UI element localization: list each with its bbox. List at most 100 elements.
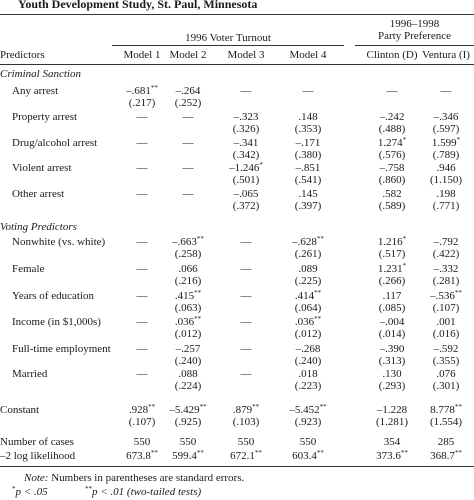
- cell-value: –.346: [417, 111, 474, 124]
- cell-coefficient: 550: [237, 436, 255, 448]
- cell-value: .145: [279, 188, 337, 201]
- cell-coefficient: —: [240, 343, 252, 355]
- row-label: –2 log likelihood: [0, 450, 76, 462]
- cell-coefficient: —: [302, 85, 314, 97]
- note-label: Note:: [24, 472, 49, 484]
- cell-coefficient: –.758: [379, 162, 405, 174]
- cell-coefficient: –.004: [379, 316, 405, 328]
- cell-coefficient: –.663: [172, 236, 197, 248]
- cell-coefficient: 550: [133, 436, 151, 448]
- cell-standard-error: (.342): [232, 149, 260, 161]
- cell-coefficient: —: [182, 188, 194, 200]
- cell-value: —: [279, 85, 337, 98]
- header-model: Ventura (I): [422, 49, 470, 61]
- cell-value: —: [113, 368, 171, 381]
- cell-value: 1.216*: [363, 236, 421, 249]
- cell-value: –1.246*: [217, 162, 275, 175]
- cell-value: .415**: [159, 290, 217, 303]
- cell-standard-error: (.064): [294, 302, 322, 314]
- cell-value: –.536**: [417, 290, 474, 303]
- cell-value: –.792: [417, 236, 474, 249]
- cell-value: .076: [417, 368, 474, 381]
- significance-mark: **: [196, 449, 204, 457]
- cell-coefficient: .415: [174, 290, 195, 302]
- cell-coefficient: –5.452: [289, 404, 320, 416]
- cell-coefficient: 599.4: [172, 450, 197, 462]
- cell-coefficient: .928: [128, 404, 149, 416]
- cell-value: .946: [417, 162, 474, 175]
- row-label: Number of cases: [0, 436, 74, 448]
- row-label: Constant: [0, 404, 40, 416]
- cell-coefficient: —: [136, 316, 148, 328]
- cell-coefficient: 673.8: [126, 450, 151, 462]
- cell-standard-error: (.355): [432, 355, 460, 367]
- cell-value: —: [113, 343, 171, 356]
- cell-value: .148: [279, 111, 337, 124]
- significance-mark: **: [454, 289, 462, 297]
- p01-text: p < .01 (two-tailed tests): [92, 486, 202, 498]
- cell-coefficient: –.341: [233, 137, 259, 149]
- cell-coefficient: .198: [436, 188, 456, 200]
- cell-coefficient: –.323: [233, 111, 259, 123]
- cell-value: 1.231*: [363, 263, 421, 276]
- cell-value: —: [217, 263, 275, 276]
- cell-standard-error: (.240): [174, 355, 202, 367]
- cell-coefficient: —: [240, 263, 252, 275]
- cell-value: 673.8**: [113, 450, 171, 463]
- cell-value: –.268: [279, 343, 337, 356]
- cell-coefficient: —: [136, 368, 148, 380]
- cell-coefficient: 550: [179, 436, 197, 448]
- row-label: Any arrest: [12, 85, 59, 97]
- cell-value: –.004: [363, 316, 421, 329]
- cell-value: —: [417, 85, 474, 98]
- cell-coefficient: –.681: [126, 85, 151, 97]
- cell-standard-error: (.240): [294, 355, 322, 367]
- header-predictors: Predictors: [0, 49, 45, 61]
- rule-header-bottom: [0, 64, 474, 65]
- cell-standard-error: (.501): [232, 174, 260, 186]
- cell-value: –.242: [363, 111, 421, 124]
- cell-coefficient: –.390: [379, 343, 405, 355]
- cell-standard-error: (.517): [378, 248, 406, 260]
- cell-coefficient: 368.7: [430, 450, 455, 462]
- cell-standard-error: (.353): [294, 123, 322, 135]
- cell-value: 603.4**: [279, 450, 337, 463]
- cell-value: 550: [159, 436, 217, 449]
- cell-coefficient: –1.246: [229, 162, 260, 174]
- row-label: Drug/alcohol arrest: [12, 137, 98, 149]
- cell-standard-error: (.252): [174, 97, 202, 109]
- cell-coefficient: —: [182, 111, 194, 123]
- cell-coefficient: –.171: [295, 137, 321, 149]
- cell-value: .582: [363, 188, 421, 201]
- cell-coefficient: —: [386, 85, 398, 97]
- cell-standard-error: (.014): [378, 328, 406, 340]
- cell-value: –.758: [363, 162, 421, 175]
- cell-value: .088: [159, 368, 217, 381]
- cell-coefficient: 285: [437, 436, 455, 448]
- cell-coefficient: .582: [382, 188, 402, 200]
- header-model: Clinton (D): [366, 49, 418, 61]
- cell-standard-error: (.085): [378, 302, 406, 314]
- cell-coefficient: 1.231: [377, 263, 403, 275]
- cell-standard-error: (1.281): [375, 416, 409, 428]
- row-label: Other arrest: [12, 188, 65, 200]
- cell-standard-error: (.789): [432, 149, 460, 161]
- cell-coefficient: –.628: [292, 236, 317, 248]
- cell-standard-error: (.266): [378, 275, 406, 287]
- cell-coefficient: –.536: [430, 290, 455, 302]
- p01-mark: **: [85, 485, 92, 493]
- row-label: Property arrest: [12, 111, 78, 123]
- row-label: Income (in $1,000s): [12, 316, 101, 328]
- significance-mark: **: [314, 289, 322, 297]
- cell-value: .001: [417, 316, 474, 329]
- cell-value: .928**: [113, 404, 171, 417]
- cell-value: 373.6**: [363, 450, 421, 463]
- cell-coefficient: –.332: [433, 263, 459, 275]
- cell-coefficient: —: [136, 236, 148, 248]
- cell-value: —: [217, 85, 275, 98]
- cell-standard-error: (.223): [294, 380, 322, 392]
- cell-value: –.323: [217, 111, 275, 124]
- cell-standard-error: (.326): [232, 123, 260, 135]
- cell-coefficient: —: [136, 290, 148, 302]
- cell-value: –.851: [279, 162, 337, 175]
